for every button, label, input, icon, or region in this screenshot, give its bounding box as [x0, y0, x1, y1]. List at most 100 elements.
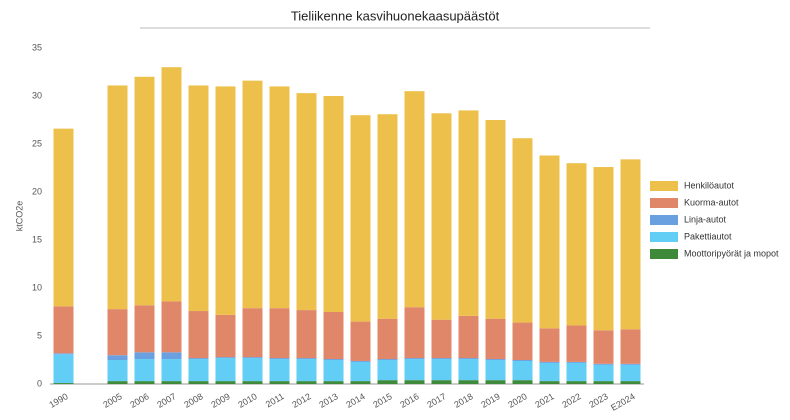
- bar-segment: [215, 381, 236, 384]
- bar-segment: [350, 361, 371, 382]
- bar-segment: [485, 120, 506, 319]
- x-tick-label: 2015: [371, 391, 393, 410]
- x-tick-label: 2023: [587, 391, 609, 410]
- y-axis-label: ktCO2e: [14, 201, 24, 232]
- bar-segment: [404, 358, 425, 360]
- bar-segment: [539, 361, 560, 363]
- bar-segment: [593, 363, 614, 365]
- legend-swatch: [650, 181, 678, 191]
- bar-segment: [377, 360, 398, 381]
- bar-segment: [620, 159, 641, 330]
- bar-segment: [188, 359, 209, 382]
- bar-segment: [161, 301, 182, 353]
- legend-label: Pakettiautot: [684, 231, 732, 241]
- bar-segment: [593, 381, 614, 384]
- bar-segment: [431, 359, 452, 381]
- bar-segment: [134, 381, 155, 384]
- bar-segment: [377, 359, 398, 360]
- legend-label: Moottoripyörät ja mopot: [684, 248, 779, 258]
- bar-segment: [296, 93, 317, 311]
- bar-segment: [404, 307, 425, 359]
- legend-label: Linja-autot: [684, 214, 727, 224]
- chart-title: Tieliikenne kasvihuonekaasupäästöt: [291, 8, 500, 23]
- bar-segment: [485, 318, 506, 360]
- bar-segment: [512, 360, 533, 381]
- bar-segment: [215, 357, 236, 359]
- bar-segment: [512, 380, 533, 384]
- bar-segment: [512, 360, 533, 361]
- bar-segment: [242, 80, 263, 309]
- x-tick-label: 2008: [182, 391, 204, 410]
- x-tick-label: 2018: [452, 391, 474, 410]
- bar-segment: [161, 67, 182, 302]
- bar-segment: [458, 359, 479, 381]
- bar-segment: [242, 308, 263, 358]
- bar-segment: [539, 328, 560, 362]
- x-tick-label: 2022: [560, 391, 582, 410]
- bar-segment: [431, 358, 452, 360]
- bar-segment: [269, 381, 290, 384]
- legend: Henkilöautot Kuorma-autot Linja-autot Paket…: [650, 180, 779, 259]
- bar-segment: [134, 352, 155, 360]
- bar-segment: [620, 364, 641, 382]
- bar-segment: [593, 364, 614, 382]
- bar-segment: [53, 354, 74, 384]
- bar-segment: [323, 96, 344, 312]
- y-tick-label: 15: [32, 234, 42, 244]
- bar-segment: [593, 167, 614, 331]
- legend-swatch: [650, 215, 678, 225]
- x-tick-label: 2011: [264, 391, 286, 409]
- bar-segment: [404, 380, 425, 384]
- bar-segment: [350, 321, 371, 361]
- bar-segment: [458, 110, 479, 316]
- y-tick-label: 5: [37, 330, 42, 340]
- bar-segment: [53, 383, 74, 384]
- bar-segment: [458, 380, 479, 384]
- y-tick-label: 10: [32, 282, 42, 292]
- y-tick-label: 25: [32, 138, 42, 148]
- bar-segment: [107, 355, 128, 360]
- bar-segment: [512, 138, 533, 323]
- x-tick-label: 2017: [425, 391, 447, 410]
- bar-segment: [107, 360, 128, 382]
- bar-segment: [269, 359, 290, 382]
- y-tick-label: 0: [37, 378, 42, 388]
- bar-segment: [188, 85, 209, 312]
- x-tick-label: 2005: [101, 391, 123, 410]
- bar-segment: [377, 114, 398, 319]
- bar-segment: [296, 358, 317, 360]
- bar-segment: [53, 353, 74, 355]
- x-tick-label: 1990: [47, 391, 69, 410]
- y-tick-label: 35: [32, 42, 42, 52]
- x-tick-label: 2006: [128, 391, 150, 410]
- bar-segment: [215, 358, 236, 382]
- bar-segment: [566, 361, 587, 363]
- x-tick-label: E2024: [609, 391, 637, 413]
- bar-segment: [485, 360, 506, 381]
- bar-segment: [53, 128, 74, 307]
- bar-segment: [404, 359, 425, 381]
- x-tick-label: 2009: [209, 391, 231, 410]
- legend-swatch: [650, 198, 678, 208]
- bar-segment: [512, 322, 533, 360]
- legend-label: Kuorma-autot: [684, 197, 739, 207]
- bar-segment: [161, 381, 182, 384]
- legend-label: Henkilöautot: [684, 180, 735, 190]
- bar-segment: [539, 362, 560, 382]
- legend-swatch: [650, 232, 678, 242]
- bar-segment: [242, 357, 263, 359]
- bar-segment: [431, 113, 452, 320]
- bar-segment: [296, 381, 317, 384]
- x-tick-label: 2020: [506, 391, 528, 410]
- x-tick-label: 2010: [236, 391, 258, 410]
- bar-segment: [350, 360, 371, 362]
- bar-segment: [134, 76, 155, 306]
- x-tick-label: 2019: [479, 391, 501, 410]
- bar-segment: [620, 329, 641, 364]
- x-tick-label: 2013: [317, 391, 339, 410]
- bar-segment: [161, 352, 182, 360]
- bar-segment: [431, 380, 452, 384]
- bar-segment: [566, 381, 587, 384]
